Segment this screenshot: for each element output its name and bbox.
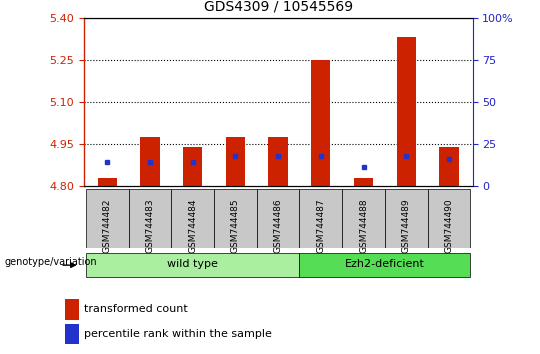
Bar: [86, 253, 300, 276]
Title: GDS4309 / 10545569: GDS4309 / 10545569: [204, 0, 353, 14]
Bar: [171, 189, 214, 248]
Text: transformed count: transformed count: [84, 304, 188, 314]
Bar: [86, 189, 129, 248]
Bar: [98, 178, 117, 186]
Text: GSM744490: GSM744490: [444, 198, 454, 253]
Bar: [300, 253, 470, 276]
Text: GSM744487: GSM744487: [316, 198, 325, 253]
Bar: [397, 37, 416, 186]
Bar: [342, 189, 385, 248]
Text: wild type: wild type: [167, 259, 218, 269]
Text: percentile rank within the sample: percentile rank within the sample: [84, 329, 272, 339]
Bar: [129, 189, 171, 248]
Bar: [354, 178, 373, 186]
Bar: [65, 324, 79, 344]
Text: GSM744489: GSM744489: [402, 198, 411, 253]
Bar: [428, 189, 470, 248]
Text: GSM744482: GSM744482: [103, 198, 112, 253]
Bar: [300, 189, 342, 248]
Text: GSM744488: GSM744488: [359, 198, 368, 253]
Bar: [256, 189, 300, 248]
Bar: [65, 299, 79, 320]
Text: Ezh2-deficient: Ezh2-deficient: [345, 259, 425, 269]
Bar: [385, 189, 428, 248]
Bar: [140, 137, 159, 186]
Bar: [440, 147, 458, 186]
Text: GSM744483: GSM744483: [145, 198, 154, 253]
Bar: [183, 147, 202, 186]
Bar: [226, 137, 245, 186]
Bar: [268, 137, 288, 186]
Text: GSM744486: GSM744486: [274, 198, 282, 253]
Bar: [311, 60, 330, 186]
Text: GSM744484: GSM744484: [188, 198, 197, 253]
Text: GSM744485: GSM744485: [231, 198, 240, 253]
Bar: [214, 189, 256, 248]
Text: genotype/variation: genotype/variation: [4, 257, 97, 267]
